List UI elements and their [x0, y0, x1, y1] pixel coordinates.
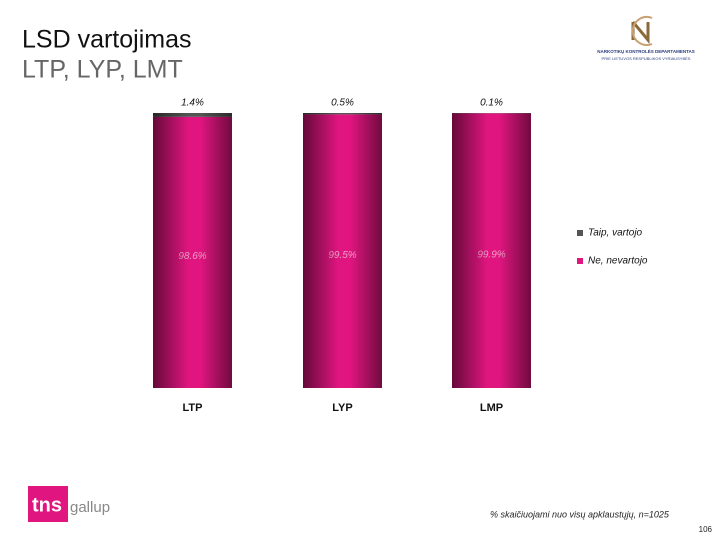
value-label: 0.5%: [331, 98, 354, 109]
x-tick-label: LTP: [183, 402, 203, 414]
legend-swatch: [577, 230, 583, 236]
slide-subtitle: LTP, LYP, LMT: [22, 56, 183, 84]
logo-text: gallup: [70, 499, 110, 516]
x-tick-label: LYP: [332, 402, 352, 414]
logo-arc: [631, 16, 653, 46]
slide-title: LSD vartojimas: [22, 26, 192, 54]
value-label: 0.1%: [480, 98, 503, 109]
legend-swatch: [577, 258, 583, 264]
legend-label: Ne, nevartojo: [588, 256, 648, 267]
tns-logo: tns gallup: [28, 486, 110, 522]
x-tick-label: LMP: [480, 402, 503, 414]
value-label: 1.4%: [181, 98, 204, 109]
logo-text: PRIE LIETUVOS RESPUBLIKOS VYRIAUSYBĖS: [602, 56, 691, 61]
bar-segment: [153, 113, 232, 117]
value-label: 99.5%: [328, 250, 356, 261]
logo-text: NARKOTIKŲ KONTROLĖS DEPARTAMENTAS: [597, 48, 695, 54]
footnote: % skaičiuojami nuo visų apklaustųjų, n=1…: [490, 509, 670, 519]
value-label: 98.6%: [178, 251, 206, 262]
logo-text: tns: [32, 494, 62, 516]
legend-label: Taip, vartojo: [588, 228, 643, 239]
logo-box: [28, 486, 68, 522]
value-label: 99.9%: [477, 249, 505, 260]
bar-segment: [303, 113, 382, 115]
page-number: 106: [699, 525, 713, 534]
nkd-logo: NARKOTIKŲ KONTROLĖS DEPARTAMENTAS PRIE L…: [597, 16, 695, 61]
